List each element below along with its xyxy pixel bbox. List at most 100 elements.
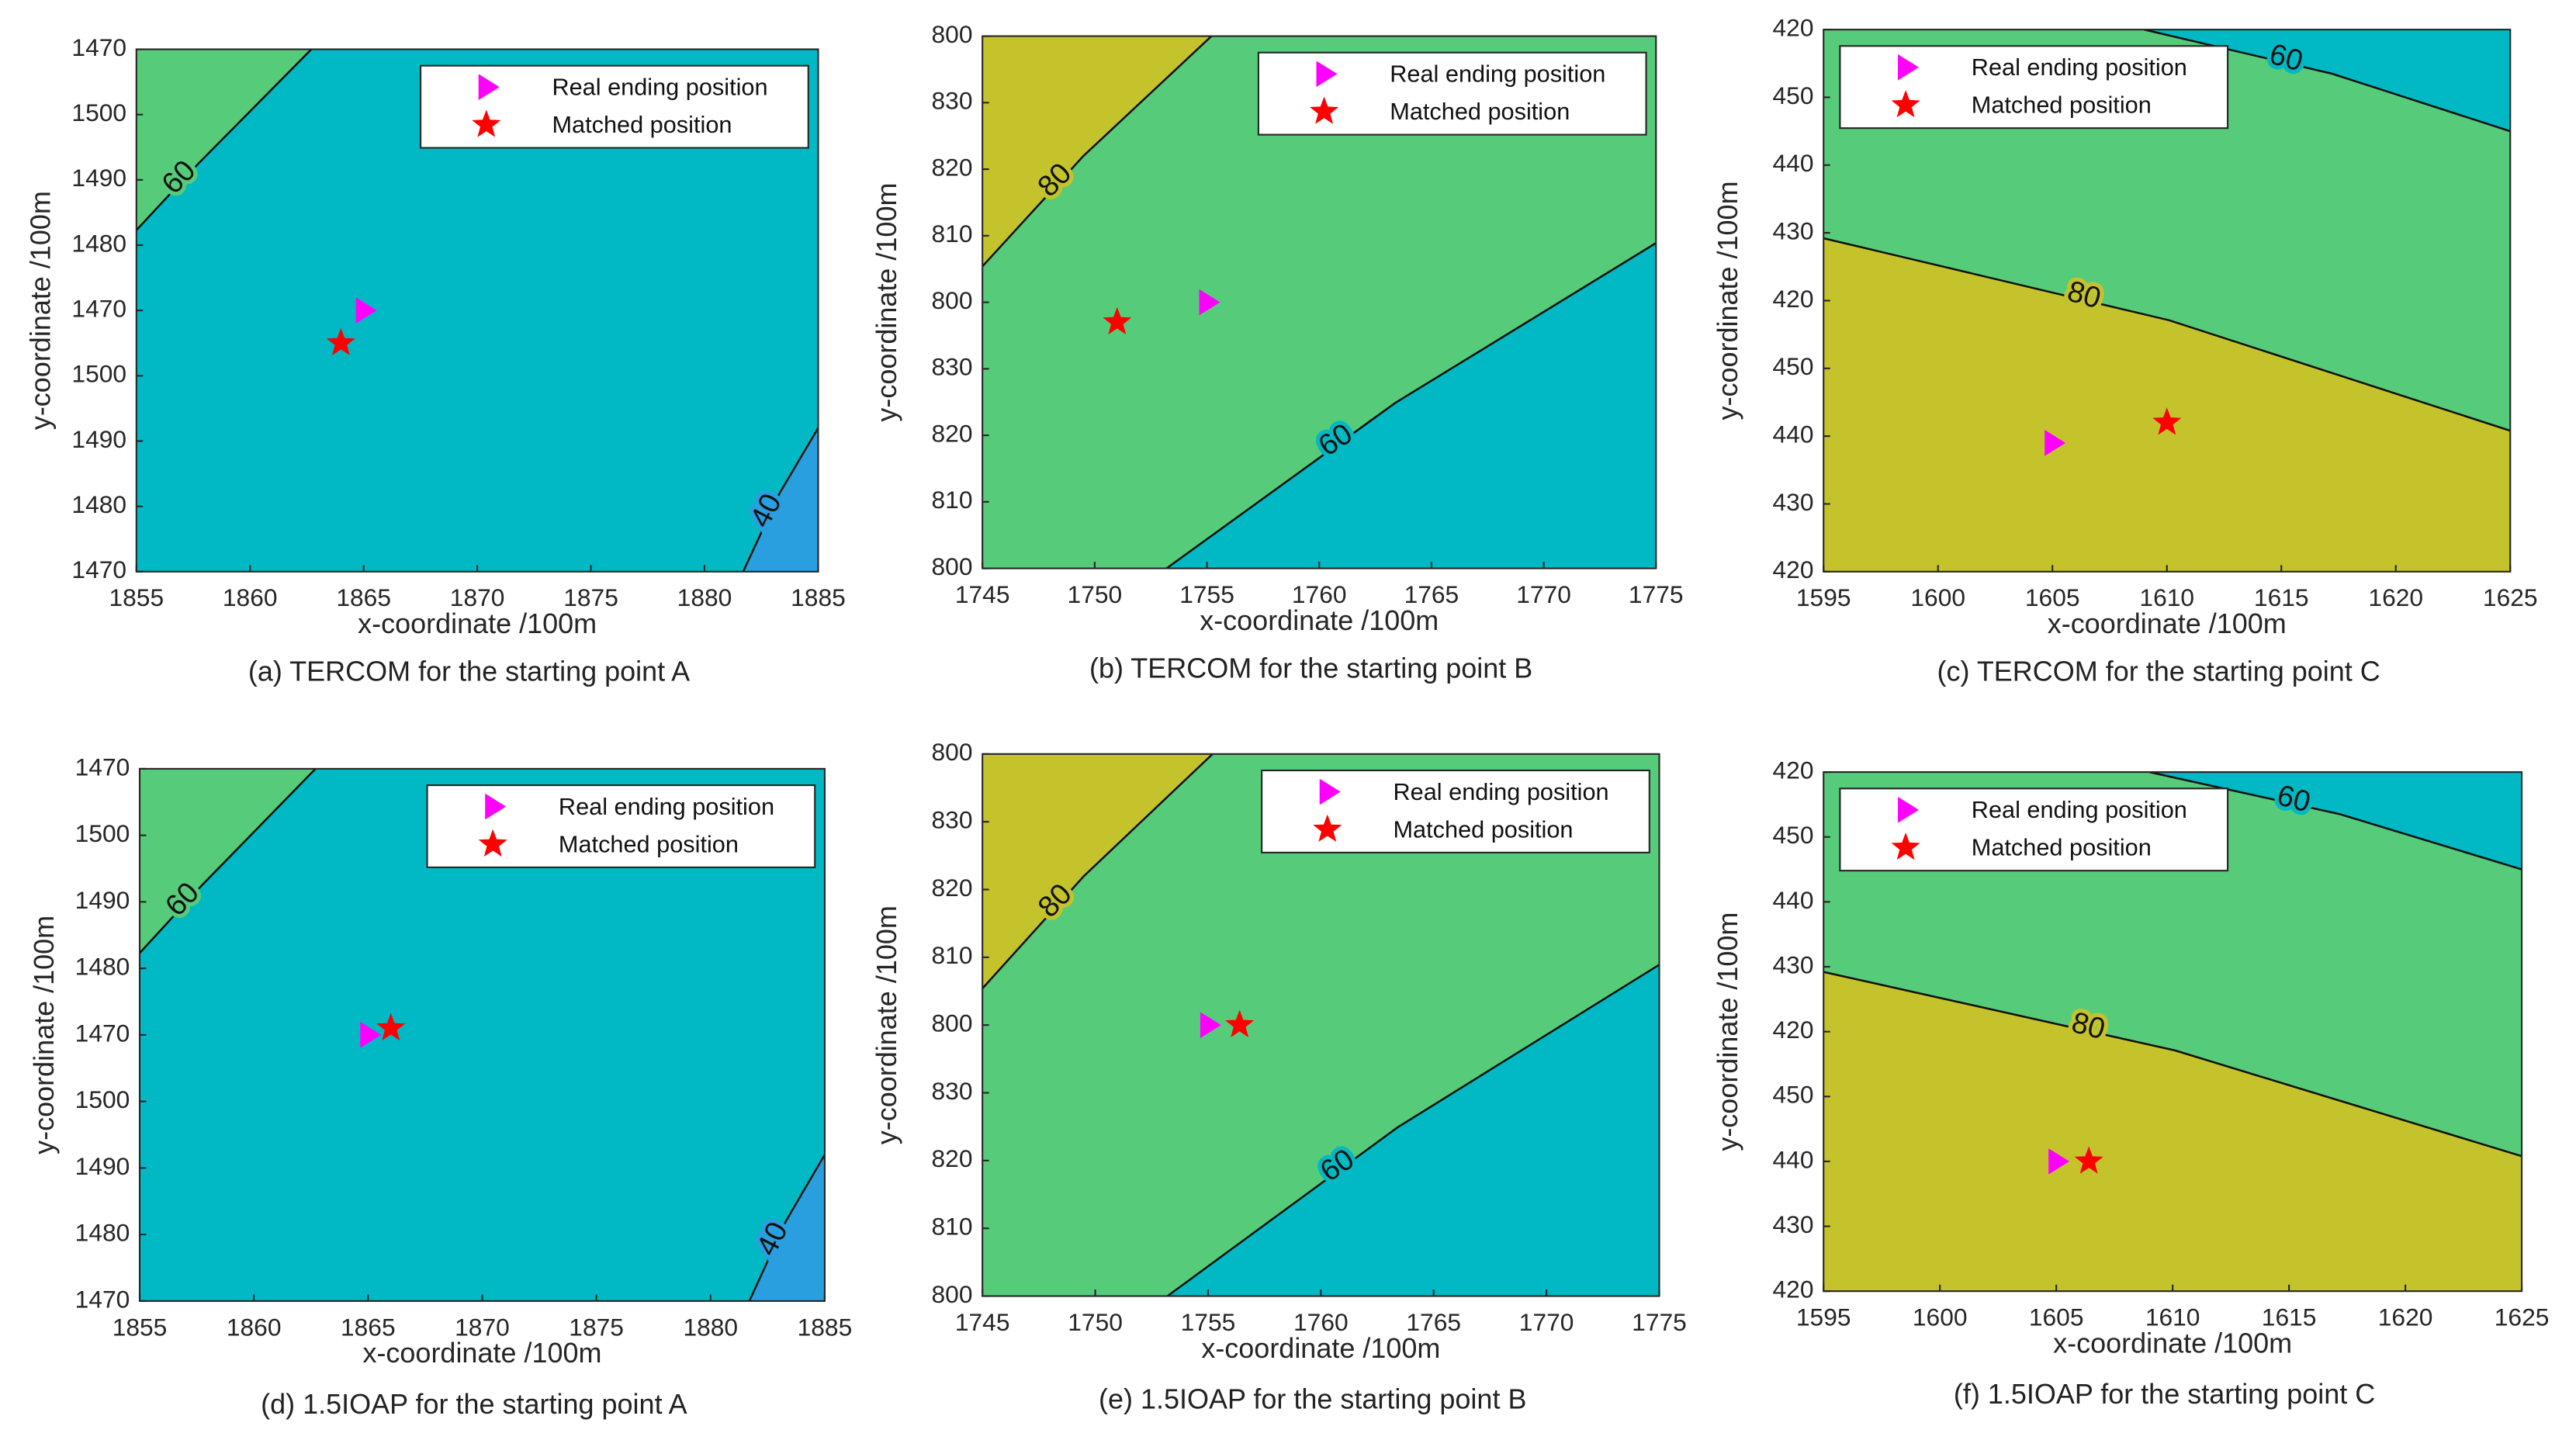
data-point [1200, 1012, 1221, 1039]
y-tick-label: 1500 [75, 819, 130, 847]
legend-label: Real ending position [559, 793, 774, 820]
x-tick-label: 1600 [1913, 1303, 1968, 1331]
x-tick-label: 1865 [341, 1313, 396, 1341]
y-axis-label: y-coordinate /100m [25, 191, 57, 430]
caption: (b) TERCOM for the starting point B [1089, 652, 1532, 684]
contour-region [743, 428, 819, 572]
contour-region [2149, 772, 2522, 870]
x-tick-label: 1595 [1796, 1303, 1851, 1331]
contour-region [136, 49, 312, 230]
y-tick-label: 1470 [71, 295, 126, 323]
x-tick-label: 1750 [1068, 1308, 1123, 1336]
x-tick-label: 1875 [563, 583, 618, 611]
y-tick-label: 830 [931, 353, 972, 381]
x-tick-label: 1605 [2029, 1303, 2084, 1331]
y-tick-label: 820 [931, 419, 972, 447]
data-point [355, 297, 377, 324]
y-tick-label: 1500 [71, 360, 126, 388]
y-tick-label: 1470 [75, 1285, 130, 1313]
contour-region [2144, 29, 2511, 132]
legend-label: Matched position [552, 111, 732, 138]
y-tick-label: 820 [931, 153, 972, 181]
y-tick-label: 800 [931, 20, 972, 48]
y-tick-label: 1480 [71, 490, 126, 518]
legend-marker [472, 109, 501, 137]
x-tick-label: 1760 [1293, 1308, 1349, 1336]
x-tick-label: 1605 [2025, 583, 2080, 611]
contour-region [749, 1154, 825, 1301]
x-tick-label: 1855 [109, 583, 164, 611]
y-tick-label: 430 [1773, 488, 1814, 516]
legend: Real ending position Matched position [426, 784, 816, 868]
x-tick-label: 1615 [2262, 1303, 2317, 1331]
y-tick-label: 420 [1773, 1016, 1814, 1044]
contour-line [2148, 772, 2522, 871]
y-tick-label: 830 [931, 1077, 972, 1105]
x-tick-label: 1770 [1516, 580, 1571, 608]
legend: Real ending position Matched position [1257, 51, 1647, 136]
contour-line [1823, 971, 2522, 1158]
y-tick-label: 1470 [75, 1019, 130, 1047]
legend-marker [1319, 778, 1341, 805]
legend-marker [478, 829, 507, 857]
x-axis-label: x-coordinate /100m [1201, 1332, 1440, 1364]
legend-label: Matched position [1972, 834, 2152, 861]
x-tick-label: 1855 [113, 1313, 168, 1341]
x-tick-label: 1775 [1632, 1308, 1687, 1336]
x-tick-label: 1625 [2483, 583, 2538, 611]
y-tick-label: 1470 [71, 33, 126, 61]
contour-line [140, 768, 317, 954]
data-point [1225, 1009, 1255, 1037]
x-tick-label: 1875 [569, 1313, 624, 1341]
x-tick-label: 1765 [1406, 1308, 1461, 1336]
y-tick-label: 810 [931, 220, 972, 248]
x-axis-label: x-coordinate /100m [358, 608, 597, 639]
y-tick-label: 440 [1773, 886, 1814, 914]
y-tick-label: 450 [1773, 352, 1814, 380]
y-tick-label: 1490 [71, 425, 126, 453]
contour-line [1166, 964, 1660, 1296]
legend-marker [1891, 832, 1920, 860]
data-point [1199, 289, 1220, 316]
y-tick-label: 440 [1773, 421, 1814, 448]
x-tick-label: 1625 [2495, 1303, 2550, 1331]
y-tick-label: 1490 [75, 886, 130, 914]
x-tick-label: 1615 [2254, 583, 2309, 611]
y-tick-label: 810 [931, 1213, 972, 1241]
contour-line [982, 753, 1214, 989]
x-tick-label: 1860 [227, 1313, 282, 1341]
x-tick-label: 1620 [2368, 583, 2423, 611]
y-tick-label: 1480 [75, 953, 130, 981]
x-tick-label: 1775 [1629, 580, 1684, 608]
contour-line [1823, 237, 2511, 432]
y-tick-label: 420 [1773, 285, 1814, 313]
legend-label: Real ending position [1972, 796, 2187, 823]
y-tick-label: 800 [931, 1280, 972, 1308]
contour-line [2143, 29, 2511, 133]
contour-region [1167, 964, 1660, 1296]
data-point [2152, 407, 2182, 435]
y-tick-label: 450 [1773, 821, 1814, 849]
x-tick-label: 1620 [2378, 1303, 2433, 1331]
y-tick-label: 820 [931, 874, 972, 902]
y-tick-label: 450 [1773, 81, 1814, 109]
y-tick-label: 450 [1773, 1081, 1814, 1109]
data-point [2048, 1148, 2070, 1175]
data-point [1103, 306, 1132, 335]
y-tick-label: 810 [931, 486, 972, 514]
y-tick-label: 430 [1773, 217, 1814, 245]
x-tick-label: 1880 [683, 1313, 738, 1341]
x-tick-label: 1860 [223, 583, 278, 611]
y-tick-label: 800 [931, 286, 972, 314]
y-tick-label: 1490 [75, 1152, 130, 1180]
y-axis-label: y-coordinate /100m [871, 183, 902, 422]
y-tick-label: 420 [1773, 556, 1814, 583]
y-axis-label: y-coordinate /100m [1712, 912, 1743, 1151]
legend-marker [1316, 61, 1338, 88]
y-tick-label: 1480 [75, 1219, 130, 1247]
